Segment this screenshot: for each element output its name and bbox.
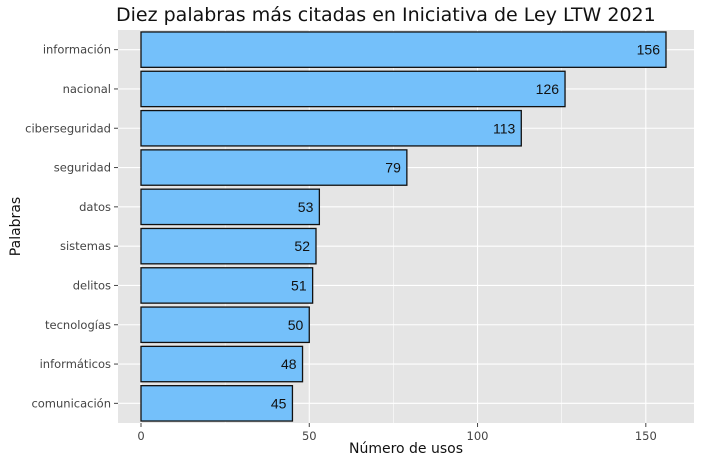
x-tick-label: 0	[137, 429, 144, 443]
y-tick-label: comunicación	[31, 396, 111, 410]
y-tick-label: delitos	[73, 278, 111, 292]
x-axis-title: Número de usos	[349, 441, 463, 457]
bar	[140, 31, 667, 68]
y-tick-label: ciberseguridad	[25, 121, 111, 135]
bar-value-label: 50	[288, 317, 304, 333]
bar	[140, 306, 310, 344]
y-axis: información nacional ciberseguridad segurid…	[25, 43, 118, 410]
y-tick-label: tecnologías	[45, 318, 111, 332]
bar	[140, 385, 294, 422]
bar-value-label: 51	[291, 277, 307, 293]
x-axis: 0 50 100 150	[137, 423, 657, 443]
bar-value-label: 53	[298, 199, 314, 215]
y-tick-label: nacional	[63, 82, 111, 96]
x-tick-label: 150	[635, 429, 657, 443]
bar	[140, 70, 566, 108]
bar	[140, 345, 304, 383]
bar	[140, 149, 408, 186]
bar	[140, 227, 317, 265]
bar-value-label: 113	[493, 120, 516, 136]
y-tick-label: datos	[79, 200, 111, 214]
y-tick-label: sistemas	[60, 239, 111, 253]
bar	[140, 188, 321, 226]
y-tick-label: informáticos	[40, 357, 111, 371]
y-tick-label: información	[43, 43, 111, 57]
bar-value-label: 52	[294, 238, 310, 254]
bar-value-label: 48	[281, 356, 297, 372]
bar-value-label: 79	[385, 160, 401, 176]
y-axis-title: Palabras	[8, 197, 24, 256]
bar-value-label: 156	[637, 42, 661, 58]
bar-labels: 156 126 113 79 53 52 51 50 48 45	[271, 42, 660, 412]
bars	[140, 31, 667, 422]
bar-value-label: 45	[271, 395, 287, 411]
y-tick-label: seguridad	[54, 161, 111, 175]
chart-title: Diez palabras más citadas en Iniciativa …	[116, 4, 656, 26]
bar	[140, 267, 314, 304]
x-tick-label: 50	[302, 429, 317, 443]
bar-value-label: 126	[536, 81, 560, 97]
bar	[140, 109, 522, 147]
x-tick-label: 100	[467, 429, 489, 443]
